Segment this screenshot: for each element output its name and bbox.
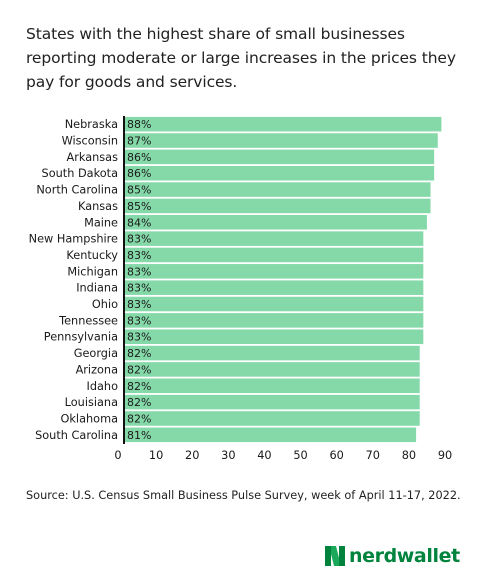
data-label: 87% xyxy=(127,135,151,148)
category-label: Arizona xyxy=(76,363,118,376)
x-tick-label: 20 xyxy=(185,449,199,462)
data-label: 83% xyxy=(127,331,151,344)
data-label: 82% xyxy=(127,380,151,393)
category-label: Kansas xyxy=(78,200,118,213)
data-label: 83% xyxy=(127,282,151,295)
x-tick-label: 0 xyxy=(114,449,121,462)
bar-chart: 88% 87% 86% 86% 85% 85% 84% 83% 83% 83% 83% 83% 83% 8… xyxy=(29,116,452,462)
x-tick-label: 70 xyxy=(366,449,380,462)
source-note: Source: U.S. Census Small Business Pulse… xyxy=(26,489,461,502)
bar xyxy=(123,214,428,231)
bar xyxy=(123,328,425,345)
data-label: 86% xyxy=(127,151,151,164)
data-label: 82% xyxy=(127,347,151,360)
bar xyxy=(123,410,421,427)
category-label: Michigan xyxy=(67,265,118,278)
bar xyxy=(123,377,421,394)
data-label: 83% xyxy=(127,233,151,246)
nerdwallet-logo: nerdwallet xyxy=(325,543,460,569)
bar xyxy=(123,132,439,149)
bar xyxy=(123,426,417,443)
category-label: Nebraska xyxy=(65,118,118,131)
category-label: Maine xyxy=(84,216,118,229)
bar xyxy=(123,148,435,165)
bar xyxy=(123,181,432,198)
x-tick-label: 50 xyxy=(293,449,307,462)
data-label: 84% xyxy=(127,216,151,229)
bar xyxy=(123,279,425,296)
category-label: Wisconsin xyxy=(62,135,118,148)
x-tick-label: 80 xyxy=(402,449,416,462)
data-label: 83% xyxy=(127,265,151,278)
nerdwallet-logo-icon xyxy=(325,546,345,566)
data-label: 81% xyxy=(127,429,151,442)
data-label: 85% xyxy=(127,200,151,213)
category-label: Kentucky xyxy=(66,249,118,262)
x-tick-label: 60 xyxy=(329,449,343,462)
bar xyxy=(123,197,432,215)
x-tick-labels-group: 0 10 20 30 40 50 60 70 80 90 xyxy=(114,449,452,462)
bar xyxy=(123,312,425,329)
x-tick-label: 90 xyxy=(438,449,452,462)
bar xyxy=(123,246,425,264)
data-label: 86% xyxy=(127,167,151,180)
category-label: New Hampshire xyxy=(29,233,118,246)
category-label: Ohio xyxy=(92,298,118,311)
bar xyxy=(123,116,443,133)
category-label: Arkansas xyxy=(67,151,119,164)
bar xyxy=(123,263,425,280)
data-label: 82% xyxy=(127,396,151,409)
category-label: Pennsylvania xyxy=(44,331,118,344)
bar xyxy=(123,230,425,247)
data-label: 83% xyxy=(127,314,151,327)
x-tick-label: 10 xyxy=(149,449,163,462)
bars-group xyxy=(123,116,443,443)
bar xyxy=(123,344,421,362)
x-tick-label: 30 xyxy=(221,449,235,462)
data-label: 83% xyxy=(127,249,151,262)
category-label: South Dakota xyxy=(42,167,118,180)
category-label: Oklahoma xyxy=(61,412,119,425)
nerdwallet-logo-text: nerdwallet xyxy=(349,545,460,567)
data-labels-group: 88% 87% 86% 86% 85% 85% 84% 83% 83% 83% 83% 83% 83% 8… xyxy=(127,118,151,442)
category-label: South Carolina xyxy=(35,429,118,442)
data-label: 82% xyxy=(127,363,151,376)
bar xyxy=(123,394,421,411)
category-labels-group: Nebraska Wisconsin Arkansas South Dakota Nor… xyxy=(29,118,119,442)
data-label: 88% xyxy=(127,118,151,131)
bar xyxy=(123,361,421,378)
bar xyxy=(123,165,435,182)
category-label: North Carolina xyxy=(36,184,118,197)
category-label: Tennessee xyxy=(58,314,118,327)
bar xyxy=(123,295,425,313)
category-label: Idaho xyxy=(87,380,119,393)
data-label: 82% xyxy=(127,412,151,425)
data-label: 83% xyxy=(127,298,151,311)
data-label: 85% xyxy=(127,184,151,197)
category-label: Indiana xyxy=(76,282,118,295)
chart-title: States with the highest share of small b… xyxy=(26,25,456,91)
category-label: Louisiana xyxy=(65,396,118,409)
x-tick-label: 40 xyxy=(257,449,271,462)
category-label: Georgia xyxy=(74,347,118,360)
